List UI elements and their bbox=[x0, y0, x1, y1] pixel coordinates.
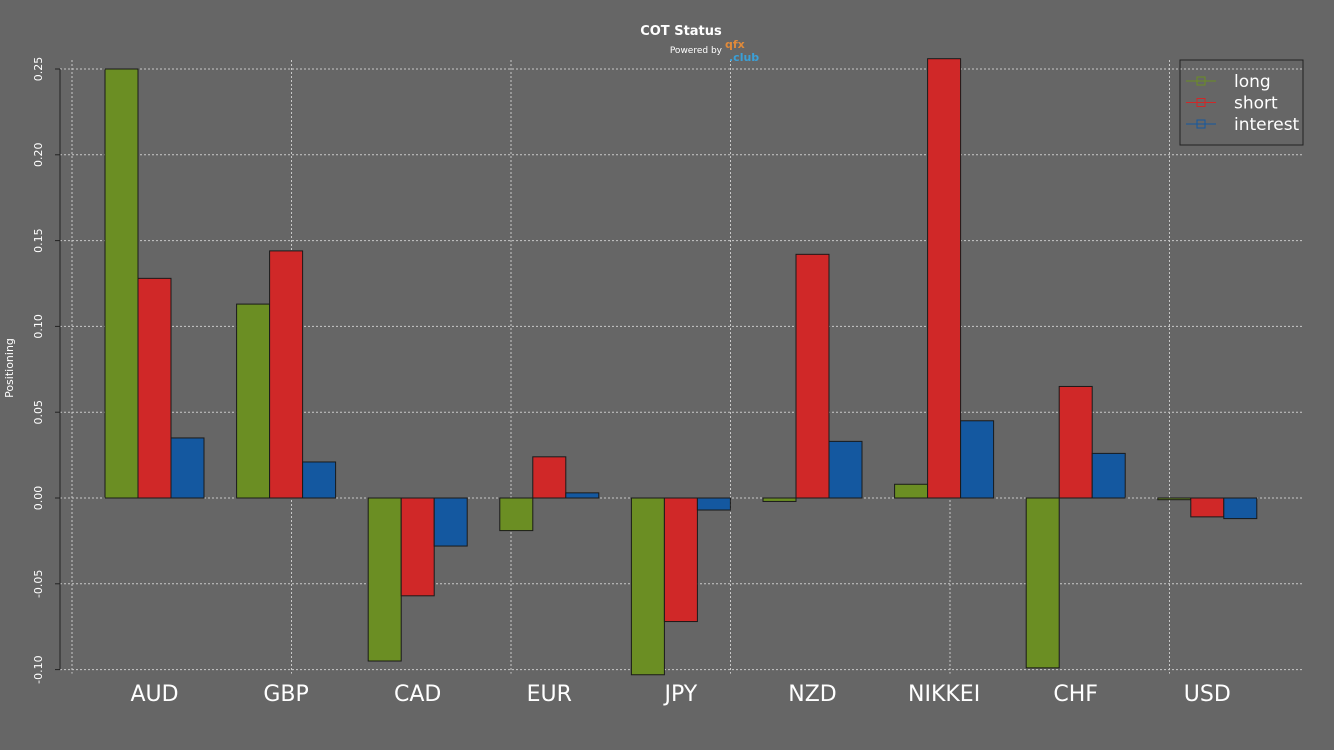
logo-text-bottom: .club bbox=[729, 51, 759, 64]
bar-short-gbp bbox=[269, 250, 304, 499]
bar-short-aud bbox=[137, 277, 172, 499]
legend-label-interest: interest bbox=[1234, 115, 1300, 135]
y-tick-label: -0.10 bbox=[32, 655, 45, 683]
bar-interest-eur bbox=[565, 492, 600, 499]
bar-short-chf bbox=[1058, 385, 1093, 499]
x-tick-label: AUD bbox=[130, 682, 178, 707]
bar-interest-usd bbox=[1223, 497, 1258, 520]
x-tick-label: EUR bbox=[527, 682, 572, 707]
bar-short-cad bbox=[400, 497, 435, 597]
bar-long-chf bbox=[1025, 497, 1060, 669]
y-tick-label: 0.10 bbox=[32, 314, 45, 339]
y-axis: -0.10 -0.05 0.00 0.05 0.10 0.15 0.20 0.25 bbox=[32, 57, 61, 684]
y-tick-label: 0.00 bbox=[32, 486, 45, 511]
chart-title: COT Status bbox=[640, 24, 722, 39]
legend-marker-short bbox=[1196, 98, 1206, 107]
y-tick-label: 0.25 bbox=[32, 57, 45, 82]
y-tick-label: -0.05 bbox=[32, 570, 45, 598]
bar-long-jpy bbox=[630, 497, 665, 676]
bar-short-nikkei bbox=[927, 58, 962, 499]
bar-long-nikkei bbox=[894, 483, 929, 499]
x-tick-label: CHF bbox=[1053, 682, 1098, 707]
y-tick-label: 0.15 bbox=[32, 228, 45, 253]
legend-marker-interest bbox=[1196, 119, 1206, 129]
legend-label-long: long bbox=[1234, 72, 1271, 92]
x-tick-label: CAD bbox=[394, 682, 441, 707]
x-tick-label: JPY bbox=[663, 682, 698, 707]
legend-box bbox=[1179, 59, 1304, 146]
bar-interest-aud bbox=[170, 437, 205, 499]
legend-label-short: short bbox=[1234, 94, 1278, 114]
bar-long-gbp bbox=[236, 303, 271, 499]
chart-subtitle: Powered by bbox=[670, 46, 723, 56]
bar-interest-gbp bbox=[302, 461, 337, 499]
x-axis: AUD GBP CAD EUR JPY NZD NIKKEI CHF USD bbox=[130, 682, 1230, 707]
bar-interest-cad bbox=[433, 497, 468, 547]
y-tick-label: 0.05 bbox=[32, 400, 45, 425]
x-tick-label: NIKKEI bbox=[908, 682, 980, 707]
bar-long-cad bbox=[367, 497, 402, 662]
bar-interest-nikkei bbox=[960, 420, 995, 499]
bar-short-eur bbox=[532, 456, 567, 499]
bar-short-jpy bbox=[663, 497, 698, 623]
bar-interest-chf bbox=[1091, 452, 1126, 499]
bar-long-nzd bbox=[762, 497, 797, 502]
bar-short-nzd bbox=[795, 253, 830, 499]
bar-long-eur bbox=[499, 497, 534, 532]
x-tick-label: NZD bbox=[788, 682, 836, 707]
bars bbox=[104, 58, 1258, 676]
bar-short-usd bbox=[1190, 497, 1225, 518]
bar-interest-nzd bbox=[828, 440, 863, 499]
y-tick-label: 0.20 bbox=[32, 143, 45, 168]
bar-interest-jpy bbox=[696, 497, 731, 511]
x-tick-label: GBP bbox=[263, 682, 308, 707]
bar-long-usd bbox=[1157, 497, 1192, 501]
legend-marker-long bbox=[1196, 76, 1206, 86]
y-axis-label: Positioning bbox=[3, 338, 16, 398]
bar-long-aud bbox=[104, 68, 139, 499]
x-tick-label: USD bbox=[1184, 682, 1231, 707]
logo-text-top: qfx bbox=[725, 38, 745, 51]
